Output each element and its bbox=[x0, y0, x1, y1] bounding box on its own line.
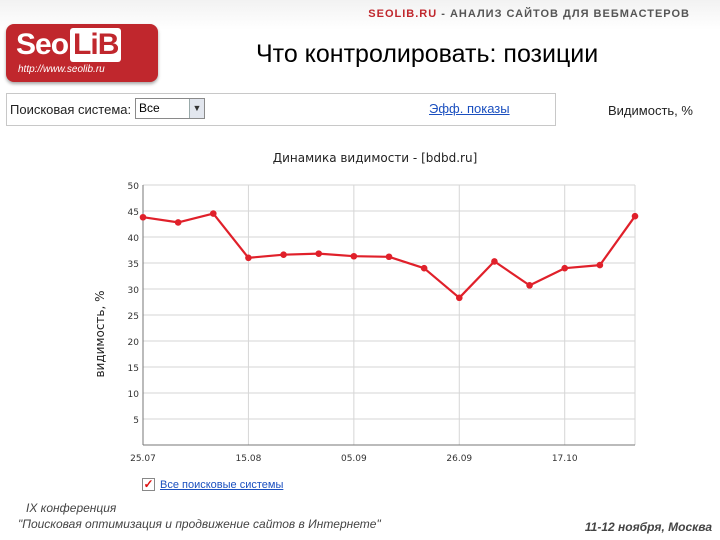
x-tick-label: 17.10 bbox=[552, 454, 578, 464]
effective-views-link[interactable]: Эфф. показы bbox=[429, 101, 510, 116]
chart-series bbox=[139, 210, 639, 302]
visibility-tab-label: Видимость, % bbox=[608, 103, 693, 118]
y-tick-label: 35 bbox=[128, 260, 139, 270]
all-engines-label[interactable]: Все поисковые системы bbox=[160, 479, 284, 491]
data-point bbox=[491, 258, 498, 265]
x-tick-label: 05.09 bbox=[341, 454, 367, 464]
chart-grid bbox=[142, 184, 636, 445]
data-point bbox=[280, 251, 287, 258]
y-tick-label: 10 bbox=[128, 390, 140, 400]
filter-panel: Поисковая система: Все ▼ Эфф. показы bbox=[6, 93, 556, 126]
y-tick-label: 45 bbox=[128, 208, 139, 218]
chart-title: Динамика видимости - [bdbd.ru] bbox=[273, 151, 478, 165]
data-point bbox=[420, 264, 428, 272]
chart-axes: 5 10 15 20 25 30 35 40 45 50 25.07 15.08 05.09 26.09 1… bbox=[128, 182, 635, 464]
data-point bbox=[245, 254, 252, 262]
seolib-logo: Seo LiB http://www.seolib.ru bbox=[6, 24, 158, 82]
logo-lib: LiB bbox=[70, 28, 122, 62]
tagline-text: - АНАЛИЗ САЙТОВ ДЛЯ ВЕБМАСТЕРОВ bbox=[437, 8, 690, 20]
x-tick-label: 25.07 bbox=[130, 454, 156, 464]
search-system-select[interactable]: Все ▼ bbox=[135, 98, 205, 119]
y-tick-label: 50 bbox=[128, 182, 140, 192]
y-tick-label: 20 bbox=[128, 338, 140, 348]
chevron-down-icon[interactable]: ▼ bbox=[189, 99, 204, 118]
y-axis-label: видимость, % bbox=[93, 290, 107, 377]
logo-seo: Seo bbox=[16, 28, 69, 61]
footer-conference: IX конференция bbox=[26, 501, 117, 515]
y-tick-label: 25 bbox=[128, 312, 139, 322]
y-tick-label: 30 bbox=[128, 286, 140, 296]
slide-title: Что контролировать: позиции bbox=[256, 40, 599, 68]
logo-wordmark: Seo LiB bbox=[16, 28, 122, 62]
data-point bbox=[315, 250, 323, 257]
all-engines-checkbox[interactable]: ✓ bbox=[142, 477, 155, 491]
logo-url: http://www.seolib.ru bbox=[18, 64, 105, 75]
data-point bbox=[526, 282, 533, 289]
data-point bbox=[455, 294, 463, 302]
data-point bbox=[209, 210, 217, 217]
data-point bbox=[139, 213, 147, 221]
y-tick-label: 5 bbox=[133, 416, 139, 426]
brand-name: SEOLIB.RU bbox=[368, 8, 438, 20]
data-point bbox=[561, 264, 569, 272]
data-point bbox=[631, 212, 639, 220]
search-system-label: Поисковая система: bbox=[10, 102, 132, 117]
visibility-chart: Динамика видимости - [bdbd.ru] 5 10 15 20 25… bbox=[93, 151, 639, 464]
y-tick-label: 15 bbox=[128, 364, 139, 374]
x-tick-label: 26.09 bbox=[446, 454, 472, 464]
data-point bbox=[385, 253, 393, 261]
footer-date: 11-12 ноября, Москва bbox=[584, 520, 712, 534]
data-point bbox=[174, 219, 182, 226]
y-tick-label: 40 bbox=[128, 234, 140, 244]
footer-theme: "Поисковая оптимизация и продвижение сай… bbox=[18, 517, 381, 531]
data-point bbox=[596, 261, 604, 269]
data-point bbox=[350, 252, 358, 260]
search-system-value: Все bbox=[139, 101, 160, 115]
x-tick-label: 15.08 bbox=[236, 454, 262, 464]
tagline: SEOLIB.RU - АНАЛИЗ САЙТОВ ДЛЯ ВЕБМАСТЕРО… bbox=[368, 8, 690, 20]
